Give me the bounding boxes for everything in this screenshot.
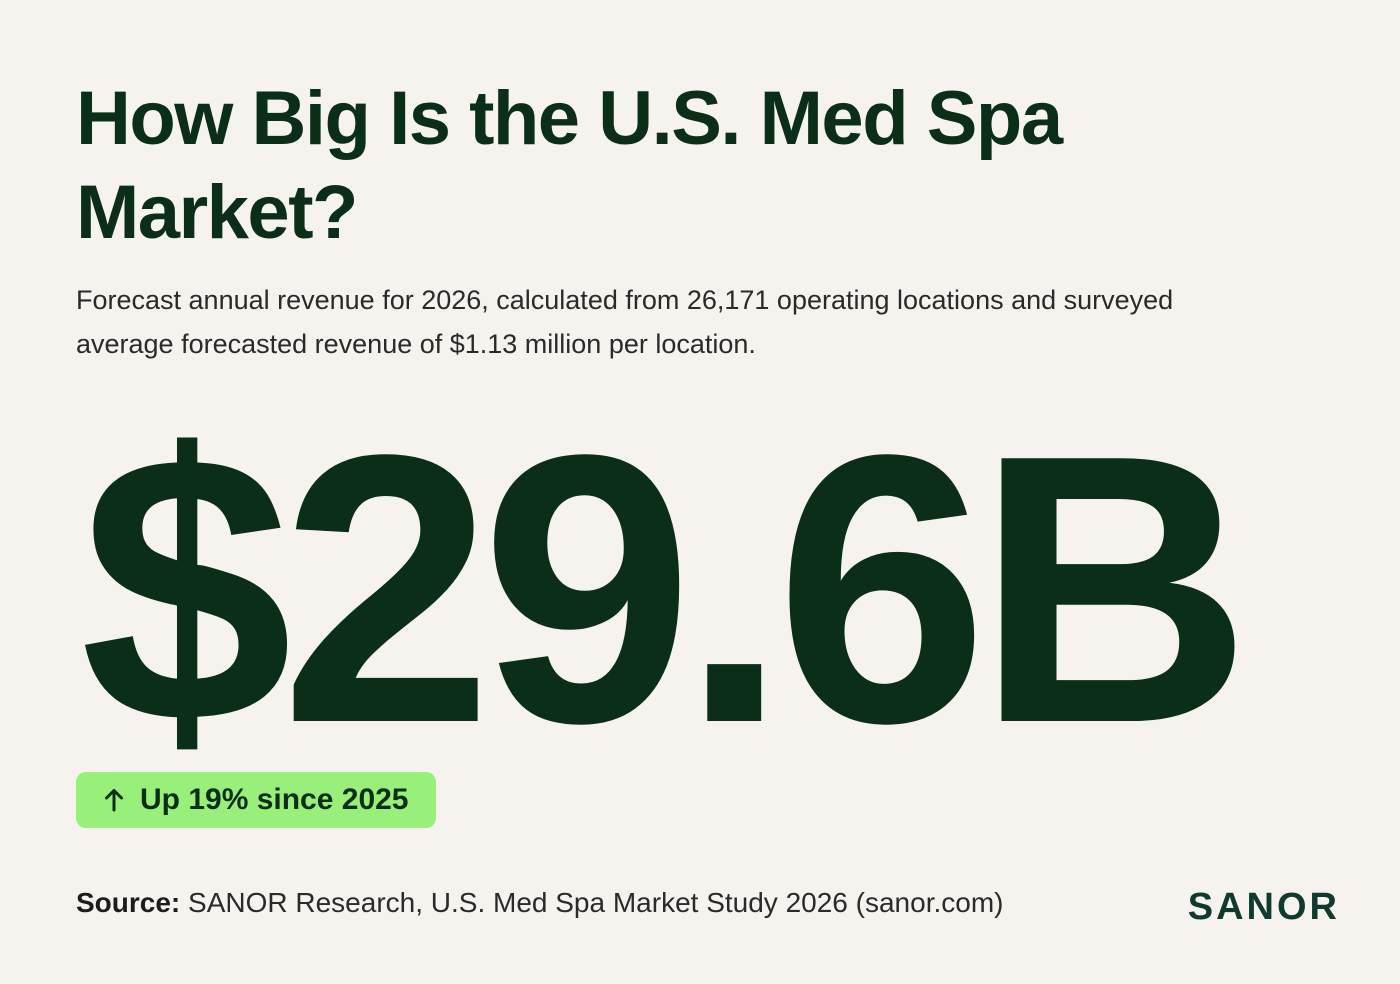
page-title: How Big Is the U.S. Med Spa Market? [76,76,1063,255]
page-subtitle: Forecast annual revenue for 2026, calcul… [76,285,1174,359]
source-citation: Source: SANOR Research, U.S. Med Spa Mar… [76,884,1003,922]
source-label: Source: [76,887,181,918]
headline-stat-value: $29.6B [80,375,1252,802]
growth-badge-text: Up 19% since 2025 [140,783,409,816]
sanor-logo: SANOR [1187,886,1340,928]
source-text: SANOR Research, U.S. Med Spa Market Stud… [188,887,1004,918]
growth-badge: Up 19% since 2025 [76,772,436,828]
arrow-up-icon [104,788,124,812]
